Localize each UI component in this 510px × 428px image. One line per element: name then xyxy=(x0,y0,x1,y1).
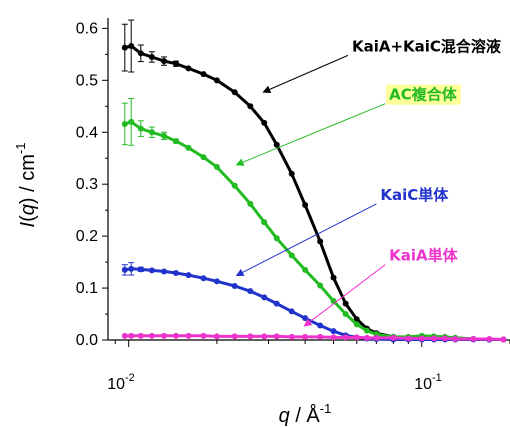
annotation-1: AC複合体 xyxy=(235,84,461,166)
annotation-3: KaiA単体 xyxy=(303,247,459,327)
annotation-label: AC複合体 xyxy=(389,86,458,104)
y-tick-label: 0.1 xyxy=(76,280,98,297)
annotations: KaiA+KaiC混合溶液 AC複合体 KaiC単体 KaiA単体 xyxy=(235,37,502,327)
annotation-arrow xyxy=(235,203,377,276)
y-tick-label: 0.2 xyxy=(76,228,98,245)
y-tick-label: 0.3 xyxy=(76,176,98,193)
y-tick-label: 0.4 xyxy=(76,124,98,141)
y-tick-label: 0.5 xyxy=(76,72,98,89)
annotation-label: KaiA単体 xyxy=(389,247,458,265)
x-tick-labels: 10-2 10-1 xyxy=(107,372,442,393)
x-tick-label-1: 10-1 xyxy=(414,372,442,393)
series-line xyxy=(124,334,504,341)
annotation-arrow xyxy=(303,264,386,327)
series-1 xyxy=(121,98,507,343)
y-axis-label: I(q) / cm-1 xyxy=(13,143,39,228)
y-tick-labels: 0.0 0.1 0.2 0.3 0.4 0.5 0.6 xyxy=(76,20,98,349)
annotation-arrow xyxy=(235,103,386,166)
annotation-label: KaiA+KaiC混合溶液 xyxy=(352,37,502,55)
annotation-2: KaiC単体 xyxy=(235,186,449,276)
axes xyxy=(102,18,510,347)
annotation-label: KaiC単体 xyxy=(380,186,449,204)
y-tick-label: 0.6 xyxy=(76,20,98,37)
series xyxy=(121,19,507,343)
annotation-highlight xyxy=(386,84,461,105)
x-axis-label: q / Å-1 xyxy=(279,401,332,427)
series-2 xyxy=(121,262,507,343)
series-3 xyxy=(121,332,507,343)
y-tick-label: 0.0 xyxy=(76,332,98,349)
x-tick-label-0: 10-2 xyxy=(107,372,135,393)
annotation-0: KaiA+KaiC混合溶液 xyxy=(262,37,502,94)
annotation-arrow xyxy=(262,54,349,94)
series-0 xyxy=(121,19,507,343)
